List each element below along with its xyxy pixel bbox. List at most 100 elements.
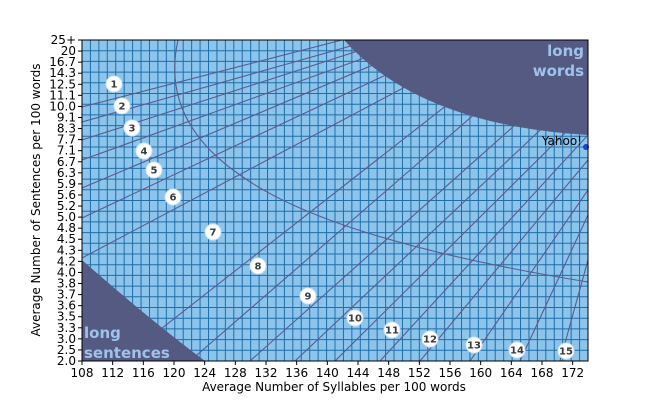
x-tick-label: 148 xyxy=(377,366,400,380)
x-tick-label: 168 xyxy=(531,366,554,380)
x-tick-label: 116 xyxy=(132,366,155,380)
x-tick-label: 136 xyxy=(285,366,308,380)
grade-marker-label: 13 xyxy=(467,341,481,352)
y-tick-label: 3.3 xyxy=(57,321,76,335)
x-tick-label: 160 xyxy=(469,366,492,380)
region-long-words xyxy=(344,40,588,135)
y-tick-label: 10.0 xyxy=(49,99,76,113)
grade-marker-circle xyxy=(249,257,267,275)
y-tick-label: 8.3 xyxy=(57,122,76,136)
invalid-regions xyxy=(82,40,588,361)
grade-marker-label: 1 xyxy=(111,80,118,91)
long-sentences-label-line1: long xyxy=(84,324,121,342)
y-tick-label: 2.0 xyxy=(57,354,76,368)
x-tick-label: 108 xyxy=(71,366,94,380)
grade-marker-circle xyxy=(465,336,483,354)
y-tick-label: 5.6 xyxy=(57,188,76,202)
grade-marker-circle xyxy=(557,342,575,360)
grade-marker-label: 11 xyxy=(385,326,399,337)
x-axis-title: Average Number of Syllables per 100 word… xyxy=(202,380,466,394)
y-tick-label: 5.0 xyxy=(57,210,76,224)
grade-marker-circle xyxy=(346,309,364,327)
y-tick-label: 2.5 xyxy=(57,343,76,357)
y-tick-label: 12.5 xyxy=(49,77,76,91)
x-tick-label: 172 xyxy=(561,366,584,380)
grade-marker-circle xyxy=(164,188,182,206)
y-tick-label: 14.3 xyxy=(49,66,76,80)
grade-line xyxy=(82,40,415,161)
grade-line xyxy=(294,84,588,361)
y-axis-title: Average Number of Sentences per 100 word… xyxy=(29,63,43,336)
grade-line xyxy=(419,159,588,361)
grade-marker-label: 5 xyxy=(151,166,158,177)
x-tick-label: 128 xyxy=(224,366,247,380)
plot-frame xyxy=(81,39,589,362)
grade-marker-label: 10 xyxy=(348,314,362,325)
x-axis-ticks: 108 112 116 120 124 128 132 136 140 144 148 152 156 1… xyxy=(71,361,584,380)
y-tick-label: 7.7 xyxy=(57,133,76,147)
grade-level-lines xyxy=(82,40,588,361)
grade-line xyxy=(519,214,588,361)
long-words-label-line1: long xyxy=(547,42,584,60)
y-tick-label: 11.1 xyxy=(49,88,76,102)
grade-marker-circle xyxy=(135,142,153,160)
y-tick-label: 9.1 xyxy=(57,110,76,124)
x-tick-label: 156 xyxy=(439,366,462,380)
x-tick-label: 152 xyxy=(408,366,431,380)
grade-marker-label: 7 xyxy=(210,228,217,239)
y-tick-label: 5.9 xyxy=(57,177,76,191)
grade-marker-label: 9 xyxy=(305,292,312,303)
y-tick-label: 4.5 xyxy=(57,232,76,246)
grade-marker-circle xyxy=(123,119,141,137)
y-tick-label: 3.0 xyxy=(57,332,76,346)
y-tick-label: 7.1 xyxy=(57,144,76,158)
region-long-sentences xyxy=(82,260,205,361)
grade-marker-label: 4 xyxy=(141,147,148,158)
grade-marker-label: 2 xyxy=(119,102,126,113)
grade-marker-label: 14 xyxy=(510,346,524,357)
grade-marker-label: 8 xyxy=(255,262,262,273)
grade-marker-circle xyxy=(145,161,163,179)
y-tick-label: 4.3 xyxy=(57,243,76,257)
grade-marker-label: 15 xyxy=(559,347,573,358)
x-tick-label: 144 xyxy=(347,366,370,380)
grade-marker-circle xyxy=(383,321,401,339)
y-tick-label: 4.8 xyxy=(57,221,76,235)
curve-line xyxy=(174,40,588,283)
grade-line xyxy=(334,109,588,361)
grade-marker-circle xyxy=(204,223,222,241)
x-tick-label: 164 xyxy=(500,366,523,380)
grade-line xyxy=(469,189,588,361)
grade-marker-label: 6 xyxy=(170,193,177,204)
y-tick-label: 3.6 xyxy=(57,299,76,313)
grade-line xyxy=(82,40,373,123)
x-tick-label: 124 xyxy=(193,366,216,380)
grade-marker-circle xyxy=(105,75,123,93)
y-tick-label: 5.2 xyxy=(57,199,76,213)
yahoo-point-label: Yahoo! xyxy=(541,134,582,148)
grade-line xyxy=(82,40,343,108)
grade-marker-circle xyxy=(508,341,526,359)
x-tick-label: 140 xyxy=(316,366,339,380)
y-tick-label: 16.7 xyxy=(49,55,76,69)
x-tick-label: 112 xyxy=(101,366,124,380)
grade-marker-label: 12 xyxy=(423,335,437,346)
y-tick-label: 3.8 xyxy=(57,277,76,291)
x-tick-label: 132 xyxy=(255,366,278,380)
y-tick-label: 20 xyxy=(61,44,76,58)
y-tick-label: 3.5 xyxy=(57,310,76,324)
x-tick-label: 120 xyxy=(163,366,186,380)
data-points: Yahoo! xyxy=(541,134,589,150)
grade-line xyxy=(379,134,588,361)
y-tick-label: 3.7 xyxy=(57,288,76,302)
y-tick-label: 6.3 xyxy=(57,166,76,180)
grade-marker-circle xyxy=(299,287,317,305)
y-tick-label: 25+ xyxy=(51,33,76,47)
y-tick-label: 4.2 xyxy=(57,254,76,268)
y-tick-label: 6.7 xyxy=(57,155,76,169)
long-words-label-line2: words xyxy=(533,62,584,80)
grade-marker-circle xyxy=(113,97,131,115)
grade-marker-label: 3 xyxy=(129,124,136,135)
